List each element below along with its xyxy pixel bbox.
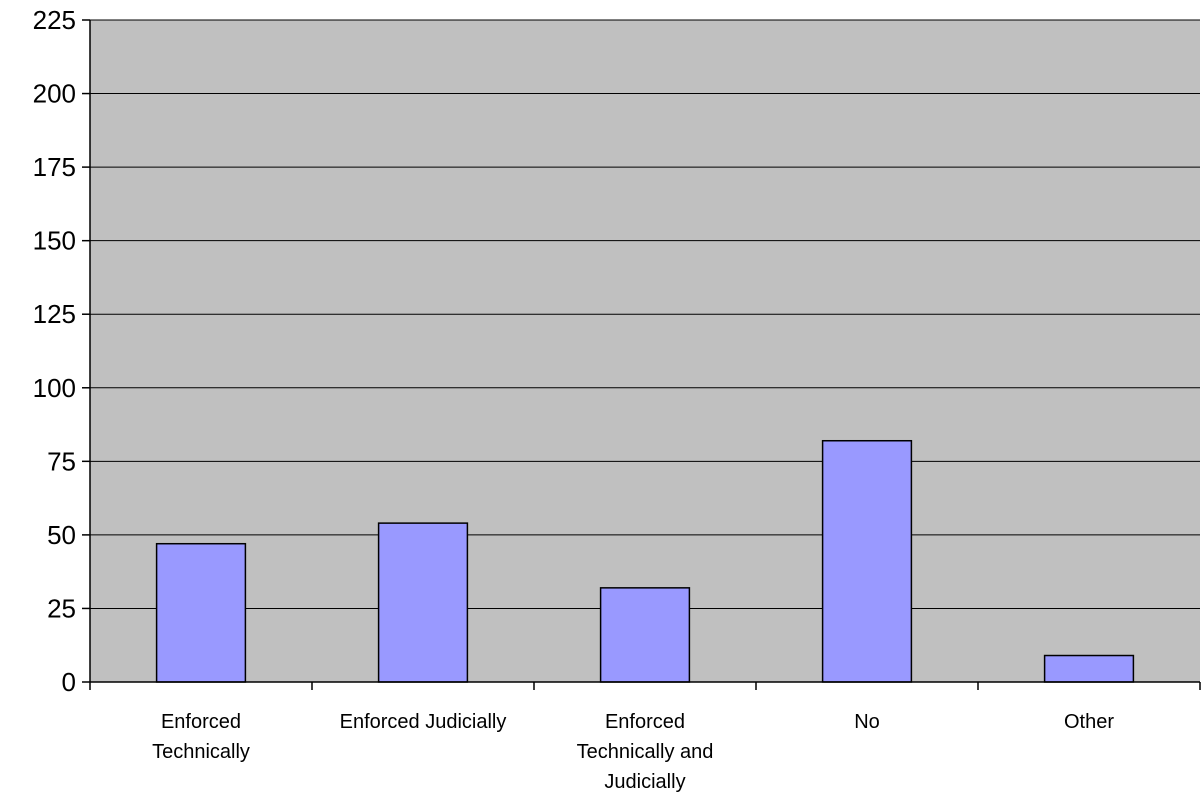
y-tick-label: 100 <box>33 373 76 403</box>
x-category-label: Enforced Judicially <box>340 711 507 733</box>
x-category-label-line: Enforced <box>161 711 241 733</box>
y-tick-label: 150 <box>33 226 76 256</box>
x-category-label-line: Enforced Judicially <box>340 711 507 733</box>
y-tick-label: 25 <box>47 593 76 623</box>
bar <box>155 542 247 683</box>
plot-area <box>90 20 1200 682</box>
x-category-label-line: Judicially <box>604 771 685 793</box>
bar <box>599 587 691 683</box>
y-tick-label: 0 <box>62 667 76 697</box>
y-tick-label: 75 <box>47 446 76 476</box>
y-tick-label: 50 <box>47 520 76 550</box>
x-category-label-line: Other <box>1064 711 1114 733</box>
bar <box>1043 654 1135 683</box>
gridlines <box>90 19 1200 609</box>
x-category-label-line: No <box>854 711 880 733</box>
y-tick-label: 125 <box>33 299 76 329</box>
x-category-label: Other <box>1064 711 1114 733</box>
bar <box>377 522 469 683</box>
x-category-label: Enforced Technically and Judicially <box>577 711 714 793</box>
y-tick-label: 175 <box>33 152 76 182</box>
y-axis-ticks: 0 25 50 75 100 125 150 175 200 225 <box>33 5 90 697</box>
bar <box>821 439 913 683</box>
x-category-label-line: Technically and <box>577 741 714 763</box>
y-tick-label: 225 <box>33 5 76 35</box>
x-category-label-line: Technically <box>152 741 250 763</box>
x-category-label-line: Enforced <box>605 711 685 733</box>
x-category-label: Enforced Technically <box>152 711 250 763</box>
bars <box>155 439 1135 683</box>
x-category-label: No <box>854 711 880 733</box>
y-tick-label: 200 <box>33 79 76 109</box>
